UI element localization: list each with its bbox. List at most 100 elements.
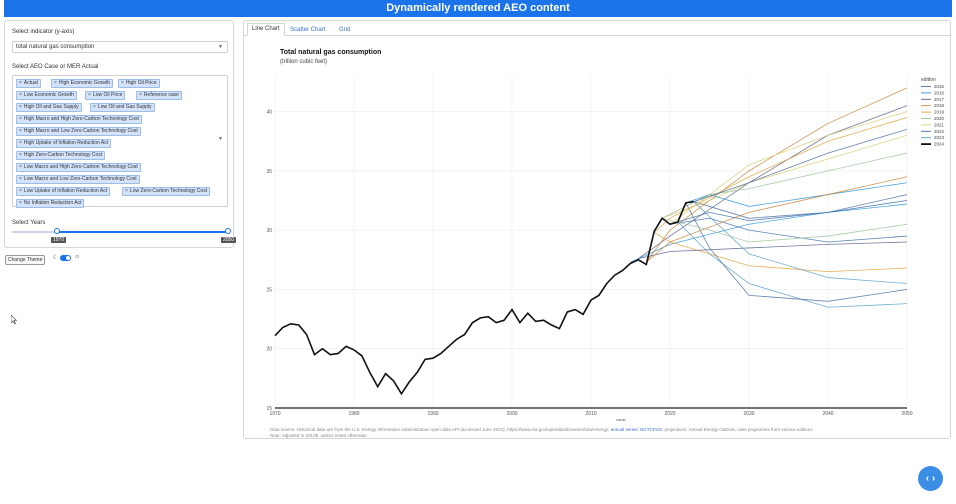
chevron-down-icon: ▼ (218, 42, 223, 52)
case-chip[interactable]: × No Inflation Reduction Act (16, 199, 84, 208)
chip-remove-icon[interactable]: × (19, 164, 22, 170)
year-slider-start-handle[interactable] (54, 228, 60, 234)
x-tick-label: 2020 (664, 411, 675, 417)
chip-remove-icon[interactable]: × (19, 152, 22, 158)
case-chip-label: Low Economic Growth (24, 92, 74, 98)
case-chip[interactable]: × Low Oil and Gas Supply (90, 103, 155, 112)
controls-panel: Select indicator (y-axis) total natural … (4, 20, 234, 248)
chip-remove-icon[interactable]: × (19, 140, 22, 146)
footnote-series-link[interactable]: annual series: NGTCPUS (611, 427, 662, 432)
case-chip[interactable]: × Low Oil Price (85, 91, 125, 100)
case-chip-label: High Economic Growth (59, 80, 110, 86)
case-chip-label: High Zero-Carbon Technology Cost (24, 152, 102, 158)
change-theme-button[interactable]: Change Theme (5, 255, 45, 265)
case-chip-label: High Uptake of Inflation Reduction Act (24, 140, 108, 146)
line-chart[interactable]: 1970 1980 1990 2000 2010 2020 2030 2040 20501520… (244, 21, 950, 421)
case-chip[interactable]: × Low Zero-Carbon Technology Cost (122, 187, 210, 196)
case-chip[interactable]: × Actual (16, 79, 41, 88)
code-toggle-button[interactable]: ‹ › (918, 466, 943, 491)
case-chip[interactable]: × High Uptake of Inflation Reduction Act (16, 139, 111, 148)
y-tick-label: 25 (266, 287, 272, 293)
case-chip-label: High Oil and Gas Supply (24, 104, 79, 110)
case-chip[interactable]: × High Macro and High Zero-Carbon Technol… (16, 115, 142, 124)
indicator-select[interactable]: total natural gas consumption ▼ (12, 41, 228, 53)
case-chip[interactable]: × Low Macro and Low Zero-Carbon Technolog… (16, 175, 140, 184)
chip-remove-icon[interactable]: × (19, 104, 22, 110)
chip-remove-icon[interactable]: × (19, 200, 22, 206)
case-chip-label: High Macro and Low Zero-Carbon Technolog… (24, 128, 138, 134)
case-label: Select AEO Case or MER Actual (12, 64, 98, 70)
x-tick-label: 1990 (427, 411, 438, 417)
chip-remove-icon[interactable]: × (19, 80, 22, 86)
legend-entry: 2016 (934, 90, 945, 95)
year-slider-range (57, 231, 228, 233)
case-chip[interactable]: × High Oil and Gas Supply (16, 103, 82, 112)
case-multiselect[interactable]: ▼ × Actual × High Economic Growth × High Oil … (12, 75, 228, 207)
legend-entry: 2021 (934, 122, 945, 127)
y-tick-label: 15 (266, 406, 272, 412)
case-chip[interactable]: × Reference case (136, 91, 182, 100)
app-header: Dynamically rendered AEO content (4, 0, 952, 17)
x-tick-label: 2050 (901, 411, 912, 417)
y-tick-label: 40 (266, 110, 272, 116)
chip-remove-icon[interactable]: × (19, 116, 22, 122)
chip-remove-icon[interactable]: × (121, 80, 124, 86)
indicator-label: Select indicator (y-axis) (12, 29, 74, 35)
case-chip-label: High Macro and High Zero-Carbon Technolo… (24, 116, 139, 122)
case-chip-label: Low Uptake of Inflation Reduction Act (24, 188, 107, 194)
chip-remove-icon[interactable]: × (19, 92, 22, 98)
x-axis-title: year (616, 418, 626, 421)
y-tick-label: 35 (266, 169, 272, 175)
chip-remove-icon[interactable]: × (139, 92, 142, 98)
chip-remove-icon[interactable]: × (93, 104, 96, 110)
moon-icon: ☾ (53, 254, 58, 261)
x-tick-label: 2040 (822, 411, 833, 417)
sun-icon: ☼ (74, 253, 80, 260)
x-tick-label: 2000 (506, 411, 517, 417)
legend-entry: 2019 (934, 110, 945, 115)
year-slider-end-handle[interactable] (225, 228, 231, 234)
projection-series-line (638, 106, 907, 259)
case-chip-label: Actual (24, 80, 38, 86)
legend-entry: 2018 (934, 103, 945, 108)
legend-entry: 2015 (934, 84, 945, 89)
y-tick-label: 20 (266, 347, 272, 353)
year-start-label: 1970 (51, 237, 66, 243)
chip-remove-icon[interactable]: × (19, 188, 22, 194)
legend-entry: 2020 (934, 116, 945, 121)
x-tick-label: 1980 (348, 411, 359, 417)
case-chip-label: Low Macro and High Zero-Carbon Technolog… (24, 164, 138, 170)
chip-remove-icon[interactable]: × (54, 80, 57, 86)
chip-remove-icon[interactable]: × (19, 176, 22, 182)
case-chip[interactable]: × High Zero-Carbon Technology Cost (16, 151, 105, 160)
x-tick-label: 2030 (743, 411, 754, 417)
actual-series-line (275, 202, 694, 394)
legend-title: edition (921, 77, 936, 83)
legend-entry: 2024 (934, 142, 945, 147)
case-chip-label: High Oil Price (126, 80, 157, 86)
case-chip[interactable]: × Low Macro and High Zero-Carbon Technolo… (16, 163, 141, 172)
case-chip[interactable]: × High Macro and Low Zero-Carbon Technolo… (16, 127, 141, 136)
case-chip-label: Low Oil Price (93, 92, 122, 98)
case-chip[interactable]: × Low Economic Growth (16, 91, 77, 100)
case-chip[interactable]: × High Economic Growth (51, 79, 113, 88)
case-chip-label: No Inflation Reduction Act (24, 200, 82, 206)
footnote-source: Data source: Historical data are from th… (270, 427, 609, 432)
x-tick-label: 2010 (585, 411, 596, 417)
case-chip[interactable]: × Low Uptake of Inflation Reduction Act (16, 187, 110, 196)
projection-series-line (686, 203, 907, 301)
legend-entry: 2023 (934, 135, 945, 140)
theme-toggle[interactable] (60, 255, 71, 261)
chip-remove-icon[interactable]: × (19, 128, 22, 134)
legend-entry: 2017 (934, 97, 945, 102)
chart-footnote: Data source: Historical data are from th… (270, 427, 813, 439)
case-chip-label: Low Macro and Low Zero-Carbon Technology… (24, 176, 137, 182)
code-brackets-icon: ‹ › (926, 473, 935, 484)
chip-remove-icon[interactable]: × (88, 92, 91, 98)
footnote-note: Note: Adjusted to 2012$, unless noted ot… (270, 433, 367, 438)
chart-panel: Line Chart Scatter Chart Grid Total natu… (243, 20, 951, 439)
case-chip[interactable]: × High Oil Price (118, 79, 160, 88)
chip-remove-icon[interactable]: × (125, 188, 128, 194)
case-chip-label: Reference case (144, 92, 179, 98)
footnote-source-end: ; projections: Annual Energy Outlook, ca… (662, 427, 813, 432)
